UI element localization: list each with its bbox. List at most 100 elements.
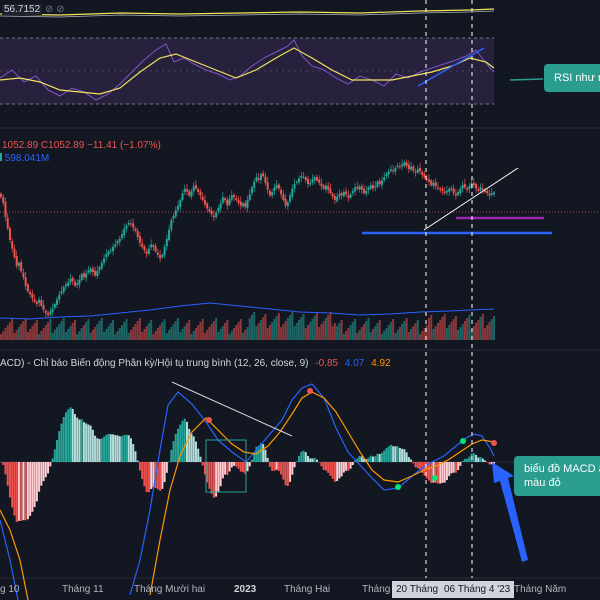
macd-highlight-box[interactable]: [205, 439, 247, 493]
candle-body[interactable]: [253, 181, 256, 188]
candle-body[interactable]: [268, 190, 271, 196]
candle-body[interactable]: [255, 177, 258, 182]
candle-body[interactable]: [266, 182, 269, 190]
candle-body[interactable]: [322, 185, 325, 189]
candle-body[interactable]: [98, 267, 101, 271]
candle-body[interactable]: [181, 193, 184, 200]
candle-body[interactable]: [235, 198, 238, 200]
candle-body[interactable]: [345, 191, 348, 195]
candle-body[interactable]: [282, 194, 285, 200]
candle-body[interactable]: [419, 168, 422, 172]
candle-body[interactable]: [197, 189, 200, 192]
candle-body[interactable]: [237, 200, 240, 203]
candle-body[interactable]: [490, 193, 493, 195]
candle-body[interactable]: [463, 184, 466, 188]
candle-body[interactable]: [147, 248, 150, 254]
candle-body[interactable]: [53, 304, 56, 308]
candle-body[interactable]: [150, 244, 153, 248]
candle-body[interactable]: [159, 254, 162, 259]
candle-body[interactable]: [228, 198, 231, 205]
candle-body[interactable]: [56, 299, 59, 306]
candle-body[interactable]: [349, 194, 352, 198]
candle-body[interactable]: [26, 284, 29, 292]
candle-body[interactable]: [64, 284, 67, 287]
candle-body[interactable]: [168, 229, 171, 240]
candle-body[interactable]: [244, 202, 247, 207]
candle-body[interactable]: [212, 215, 215, 218]
candle-body[interactable]: [313, 177, 316, 181]
candle-body[interactable]: [85, 273, 88, 278]
candle-body[interactable]: [347, 195, 350, 198]
candle-body[interactable]: [78, 280, 81, 285]
candle-body[interactable]: [188, 190, 191, 196]
candle-body[interactable]: [405, 162, 408, 166]
candle-body[interactable]: [461, 185, 464, 189]
candle-body[interactable]: [423, 174, 426, 178]
candle-body[interactable]: [450, 188, 453, 190]
candle-body[interactable]: [414, 171, 417, 173]
candle-body[interactable]: [51, 308, 54, 312]
candle-body[interactable]: [356, 186, 359, 189]
candle-body[interactable]: [436, 187, 439, 189]
candle-body[interactable]: [67, 282, 70, 286]
candle-body[interactable]: [62, 286, 65, 292]
candle-body[interactable]: [156, 252, 159, 255]
eye-off-icon[interactable]: ⊘: [56, 4, 65, 15]
candle-body[interactable]: [439, 188, 442, 190]
candle-body[interactable]: [230, 195, 233, 200]
white-trendline[interactable]: [423, 167, 519, 231]
candle-body[interactable]: [94, 270, 97, 276]
candle-body[interactable]: [11, 241, 14, 249]
candle-body[interactable]: [183, 188, 186, 192]
candle-body[interactable]: [333, 196, 336, 200]
candle-body[interactable]: [8, 228, 11, 240]
candle-body[interactable]: [468, 186, 471, 190]
candle-body[interactable]: [434, 182, 437, 187]
candle-body[interactable]: [29, 292, 32, 295]
candle-body[interactable]: [248, 194, 251, 200]
candle-body[interactable]: [477, 189, 480, 191]
candle-body[interactable]: [378, 181, 381, 184]
candle-body[interactable]: [484, 189, 487, 192]
candle-body[interactable]: [315, 177, 318, 181]
candle-body[interactable]: [363, 188, 366, 194]
candle-body[interactable]: [445, 190, 448, 193]
candle-body[interactable]: [145, 251, 148, 254]
candle-body[interactable]: [338, 194, 341, 197]
candle-body[interactable]: [472, 182, 475, 186]
candle-body[interactable]: [129, 223, 132, 225]
candle-body[interactable]: [280, 189, 283, 195]
candle-body[interactable]: [199, 191, 202, 196]
candle-body[interactable]: [190, 191, 193, 197]
candle-body[interactable]: [170, 220, 173, 230]
candle-body[interactable]: [295, 181, 298, 183]
candle-body[interactable]: [275, 185, 278, 188]
candle-body[interactable]: [354, 187, 357, 192]
candle-body[interactable]: [324, 185, 327, 190]
candle-body[interactable]: [307, 178, 310, 184]
candle-body[interactable]: [284, 198, 287, 206]
candle-body[interactable]: [387, 171, 390, 175]
candle-body[interactable]: [273, 187, 276, 191]
eye-off-icon[interactable]: ⊘: [44, 4, 54, 15]
candle-body[interactable]: [89, 268, 92, 272]
candle-body[interactable]: [60, 291, 63, 294]
candle-body[interactable]: [286, 202, 289, 207]
rsi-trendline[interactable]: [417, 47, 485, 87]
candle-body[interactable]: [165, 238, 168, 247]
candle-body[interactable]: [371, 185, 374, 189]
candle-body[interactable]: [239, 201, 242, 206]
candle-body[interactable]: [396, 165, 399, 167]
candle-body[interactable]: [421, 172, 424, 175]
candle-body[interactable]: [374, 186, 377, 188]
candle-body[interactable]: [0, 193, 2, 198]
candle-body[interactable]: [401, 164, 404, 167]
candle-body[interactable]: [219, 203, 222, 209]
candle-body[interactable]: [100, 262, 103, 269]
candle-body[interactable]: [311, 179, 314, 183]
candle-body[interactable]: [203, 200, 206, 205]
candle-body[interactable]: [103, 258, 106, 263]
candle-body[interactable]: [82, 273, 85, 278]
candle-body[interactable]: [481, 188, 484, 190]
